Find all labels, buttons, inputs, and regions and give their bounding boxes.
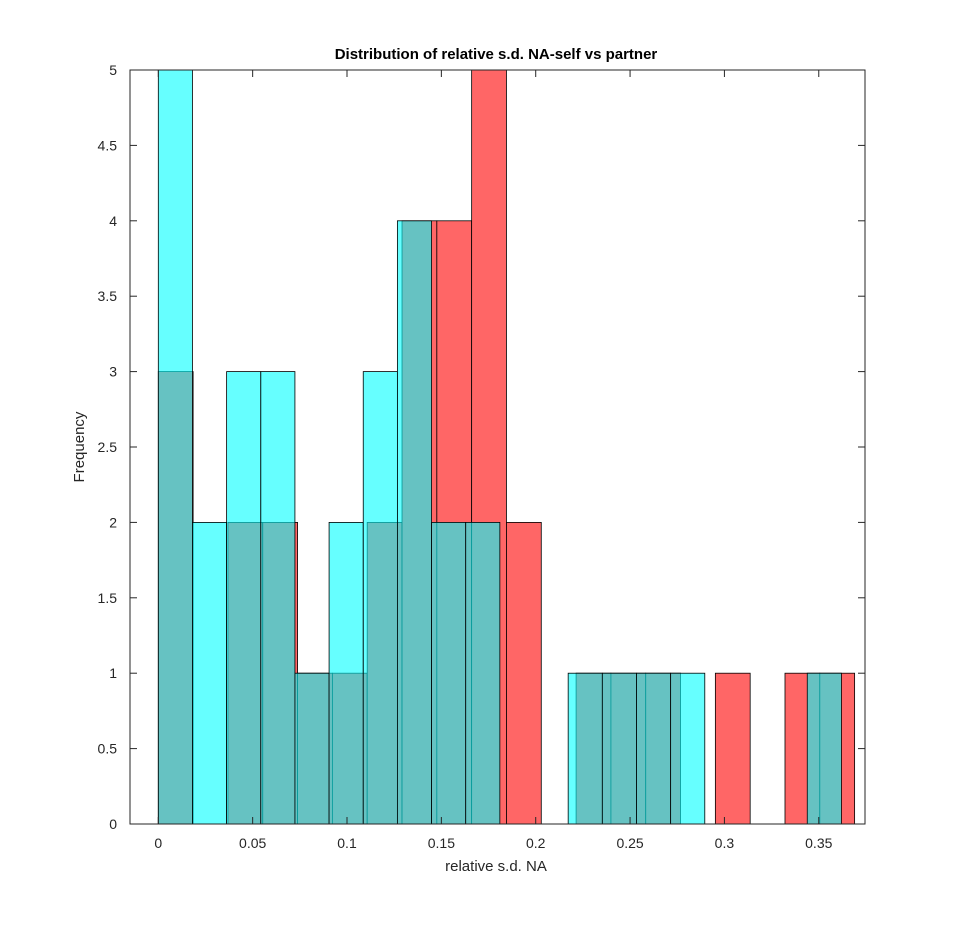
y-tick-label: 5 [109, 62, 117, 78]
histogram-bar-series2 [670, 672, 706, 825]
x-tick-label: 0.1 [337, 835, 357, 851]
histogram-bar-series2 [192, 522, 228, 825]
histogram-bar-series1 [714, 672, 751, 825]
histogram-bar-series2 [260, 371, 296, 825]
y-tick-label: 3 [109, 364, 117, 380]
x-tick-label: 0.3 [715, 835, 735, 851]
histogram-bar-series2 [396, 220, 432, 825]
y-tick-label: 4 [109, 213, 117, 229]
y-tick-label: 2 [109, 514, 117, 530]
histogram-bar-series2 [157, 69, 193, 825]
histogram-bar-series1 [506, 522, 542, 825]
x-axis-label: relative s.d. NA [445, 858, 547, 875]
y-tick-label: 2.5 [98, 439, 118, 455]
y-tick-label: 4.5 [98, 137, 118, 153]
histogram-bar-series2 [601, 672, 637, 825]
y-tick-label: 0.5 [98, 741, 118, 757]
y-tick-label: 0 [109, 816, 117, 832]
histogram-bar-series2 [806, 672, 842, 825]
y-tick-label: 1 [109, 665, 117, 681]
histogram-bar-series2 [567, 672, 603, 825]
histogram-bar-series2 [362, 371, 398, 825]
histogram-bar-series2 [431, 522, 467, 825]
histogram-bar-series2 [226, 371, 262, 825]
y-axis-label: Frequency [71, 411, 88, 482]
bars-layer [157, 69, 856, 825]
histogram-bar-series2 [328, 522, 364, 825]
ticks-layer: 0 0.05 0.1 0.15 0.2 0.25 0.3 0.35 0 0.5 1 1.5 2 2.5 3 3… [98, 62, 865, 851]
y-tick-label: 3.5 [98, 288, 118, 304]
chart-title: Distribution of relative s.d. NA-self vs… [335, 46, 658, 63]
x-tick-label: 0.05 [239, 835, 266, 851]
x-tick-label: 0.35 [805, 835, 832, 851]
x-tick-label: 0.15 [428, 835, 455, 851]
x-tick-label: 0.2 [526, 835, 546, 851]
x-tick-label: 0 [154, 835, 162, 851]
histogram-bar-series2 [294, 672, 330, 825]
x-tick-label: 0.25 [616, 835, 643, 851]
histogram-bar-series2 [465, 522, 501, 825]
y-tick-label: 1.5 [98, 590, 118, 606]
histogram-bar-series2 [636, 672, 672, 825]
